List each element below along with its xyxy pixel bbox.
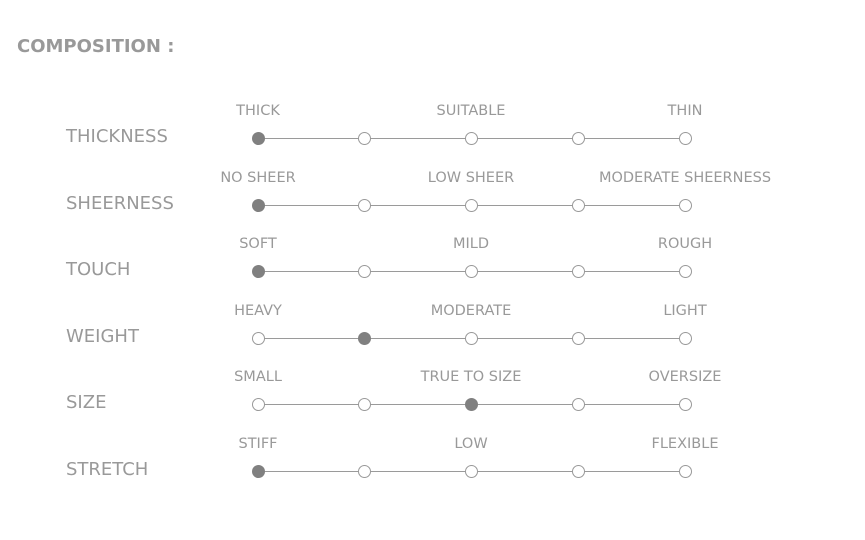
scale-option-label: HEAVY	[234, 302, 282, 319]
scale-point[interactable]	[464, 132, 478, 145]
scale-point[interactable]	[571, 331, 585, 345]
scale-option-label: LOW SHEER	[427, 169, 515, 186]
scale-label: STRETCH	[66, 459, 149, 480]
scale-point[interactable]	[464, 198, 478, 212]
scale-point[interactable]	[251, 398, 265, 412]
scale-label: WEIGHT	[66, 325, 139, 347]
scale-row-size: SIZE SMALL TRUE TO SIZE OVERSIZE	[0, 369, 865, 434]
scale-label: SIZE	[66, 392, 107, 414]
scale-point[interactable]	[571, 198, 585, 212]
scale-point[interactable]	[571, 265, 585, 279]
scale-point-selected[interactable]	[357, 331, 371, 345]
scale-label: TOUCH	[66, 259, 131, 281]
scale-point[interactable]	[571, 465, 585, 478]
scale-label: SHEERNESS	[66, 192, 174, 214]
scale-point-selected[interactable]	[251, 465, 265, 478]
scale-label: THICKNESS	[66, 126, 168, 147]
scale-option-label: MODERATE	[430, 302, 512, 319]
scale-point[interactable]	[357, 398, 371, 412]
scale-point[interactable]	[678, 265, 692, 279]
scale-point[interactable]	[464, 331, 478, 345]
scale-option-label: TRUE TO SIZE	[420, 369, 522, 386]
scale-point[interactable]	[678, 132, 692, 145]
scale-row-stretch: STRETCH STIFF LOW FLEXIBLE	[0, 436, 865, 501]
scale-point[interactable]	[357, 465, 371, 478]
scale-option-label: SOFT	[239, 236, 277, 253]
scale-point[interactable]	[357, 265, 371, 279]
scale-point[interactable]	[678, 198, 692, 212]
composition-title: COMPOSITION :	[17, 36, 175, 57]
scale-option-label: OVERSIZE	[648, 369, 722, 386]
scale-option-label: STIFF	[238, 436, 278, 452]
scale-row-weight: WEIGHT HEAVY MODERATE LIGHT	[0, 303, 865, 368]
scale-option-label: MODERATE SHEERNESS	[598, 169, 772, 186]
scale-row-sheerness: SHEERNESS NO SHEER LOW SHEER MODERATE SHEER…	[0, 170, 865, 235]
scale-option-label: FLEXIBLE	[651, 436, 719, 452]
scale-row-touch: TOUCH SOFT MILD ROUGH	[0, 236, 865, 301]
scale-point[interactable]	[678, 465, 692, 478]
scale-option-label: LIGHT	[663, 302, 707, 319]
scale-option-label: LOW	[454, 436, 488, 452]
scale-point[interactable]	[678, 331, 692, 345]
scale-option-label: THICK	[236, 103, 280, 119]
scale-point-selected[interactable]	[251, 132, 265, 145]
scale-point-selected[interactable]	[251, 265, 265, 279]
scale-point[interactable]	[357, 132, 371, 145]
scale-row-thickness: THICKNESS THICK SUITABLE THIN	[0, 103, 865, 168]
scale-option-label: THIN	[667, 103, 703, 119]
scale-option-label: MILD	[452, 236, 490, 253]
scale-point[interactable]	[251, 331, 265, 345]
scale-option-label: ROUGH	[657, 236, 713, 253]
scale-point-selected[interactable]	[464, 398, 478, 412]
scale-option-label: SMALL	[234, 369, 282, 386]
scale-option-label: NO SHEER	[220, 169, 296, 186]
scale-point[interactable]	[464, 265, 478, 279]
scale-point[interactable]	[357, 198, 371, 212]
scale-point[interactable]	[571, 398, 585, 412]
scale-point-selected[interactable]	[251, 198, 265, 212]
scale-point[interactable]	[678, 398, 692, 412]
scale-point[interactable]	[464, 465, 478, 478]
scale-point[interactable]	[571, 132, 585, 145]
scale-option-label: SUITABLE	[436, 103, 506, 119]
